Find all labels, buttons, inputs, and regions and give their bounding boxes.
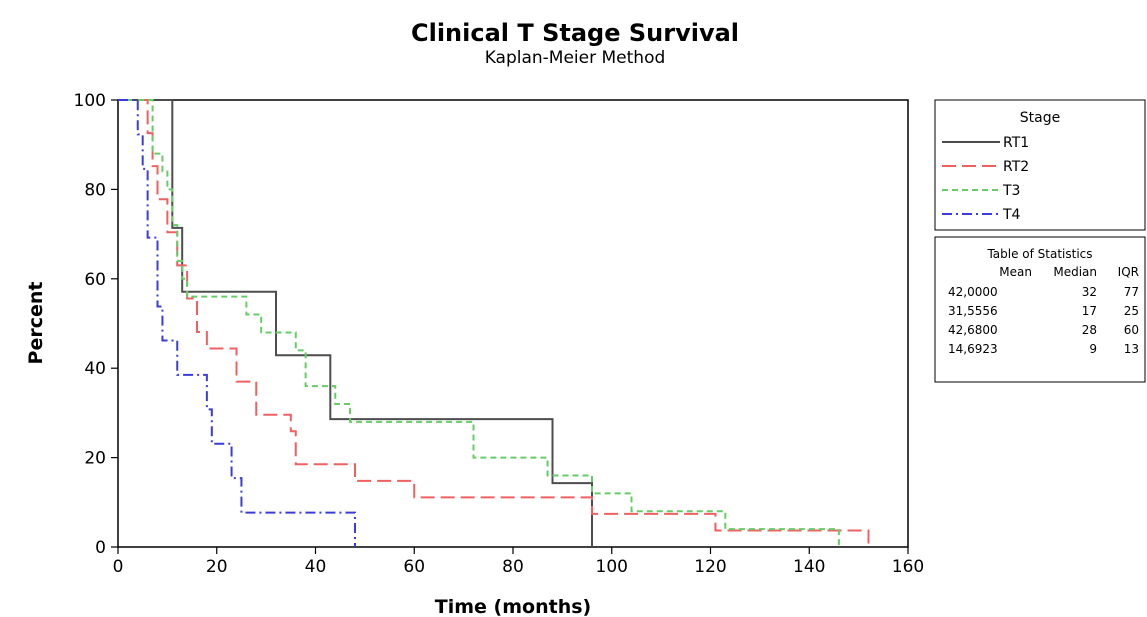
stats-cell: 14,6923: [948, 342, 998, 356]
legend: Stage RT1 RT2 T3 T4: [934, 99, 1146, 231]
x-tick-label: 100: [596, 557, 628, 577]
legend-title: Stage: [1020, 110, 1060, 126]
stats-cell: 42,6800: [948, 323, 998, 337]
y-tick-label: 0: [95, 538, 106, 558]
chart-subtitle: Kaplan-Meier Method: [485, 48, 666, 68]
stats-cell: 77: [1124, 285, 1139, 299]
legend-label: RT1: [1003, 135, 1029, 151]
y-tick-label: 60: [84, 270, 106, 290]
legend-label: T4: [1002, 207, 1021, 223]
x-axis-ticks: 0 20 40 60 80 100 120 140 160: [113, 547, 924, 577]
stats-body: Mean Median IQR 42,0000 32 77 31,5556 17 25 42,68…: [948, 265, 1139, 356]
series-line-rt1: [118, 99, 593, 547]
stats-cell: 13: [1124, 342, 1139, 356]
stats-header: Mean: [999, 265, 1032, 279]
stats-cell: 31,5556: [948, 304, 998, 318]
legend-items: RT1 RT2 T3 T4: [942, 135, 1029, 223]
stats-cell: 42,0000: [948, 285, 998, 299]
x-tick-label: 60: [403, 557, 425, 577]
series-line-rt2: [118, 99, 870, 547]
stats-header: Median: [1053, 265, 1097, 279]
legend-label: RT2: [1003, 159, 1029, 175]
y-tick-label: 20: [84, 449, 106, 469]
chart-title: Clinical T Stage Survival: [411, 19, 739, 47]
x-tick-label: 40: [305, 557, 327, 577]
stats-cell: 32: [1082, 285, 1097, 299]
x-axis-label: Time (months): [435, 596, 591, 617]
x-tick-label: 120: [694, 557, 726, 577]
y-axis-label: Percent: [25, 282, 47, 365]
stats-box: [934, 236, 1146, 383]
series-line-t3: [118, 99, 840, 547]
stats-cell: 25: [1124, 304, 1139, 318]
stats-header: IQR: [1118, 265, 1139, 279]
x-tick-label: 140: [793, 557, 825, 577]
stats-cell: 60: [1124, 323, 1139, 337]
statistics-table: Table of Statistics Mean Median IQR 42,0000…: [934, 236, 1146, 383]
y-axis-ticks: 0 20 40 60 80 100: [74, 91, 118, 558]
stats-cell: 9: [1089, 342, 1097, 356]
stats-title: Table of Statistics: [986, 247, 1092, 261]
x-tick-label: 0: [113, 557, 124, 577]
x-tick-label: 20: [206, 557, 228, 577]
series-layer: [118, 99, 870, 547]
plot-frame: [117, 99, 909, 548]
x-tick-label: 160: [892, 557, 924, 577]
stats-cell: 28: [1082, 323, 1097, 337]
x-tick-label: 80: [502, 557, 524, 577]
y-tick-label: 80: [84, 180, 106, 200]
stats-cell: 17: [1082, 304, 1097, 318]
y-tick-label: 40: [84, 359, 106, 379]
y-tick-label: 100: [74, 91, 106, 111]
legend-label: T3: [1002, 183, 1020, 199]
